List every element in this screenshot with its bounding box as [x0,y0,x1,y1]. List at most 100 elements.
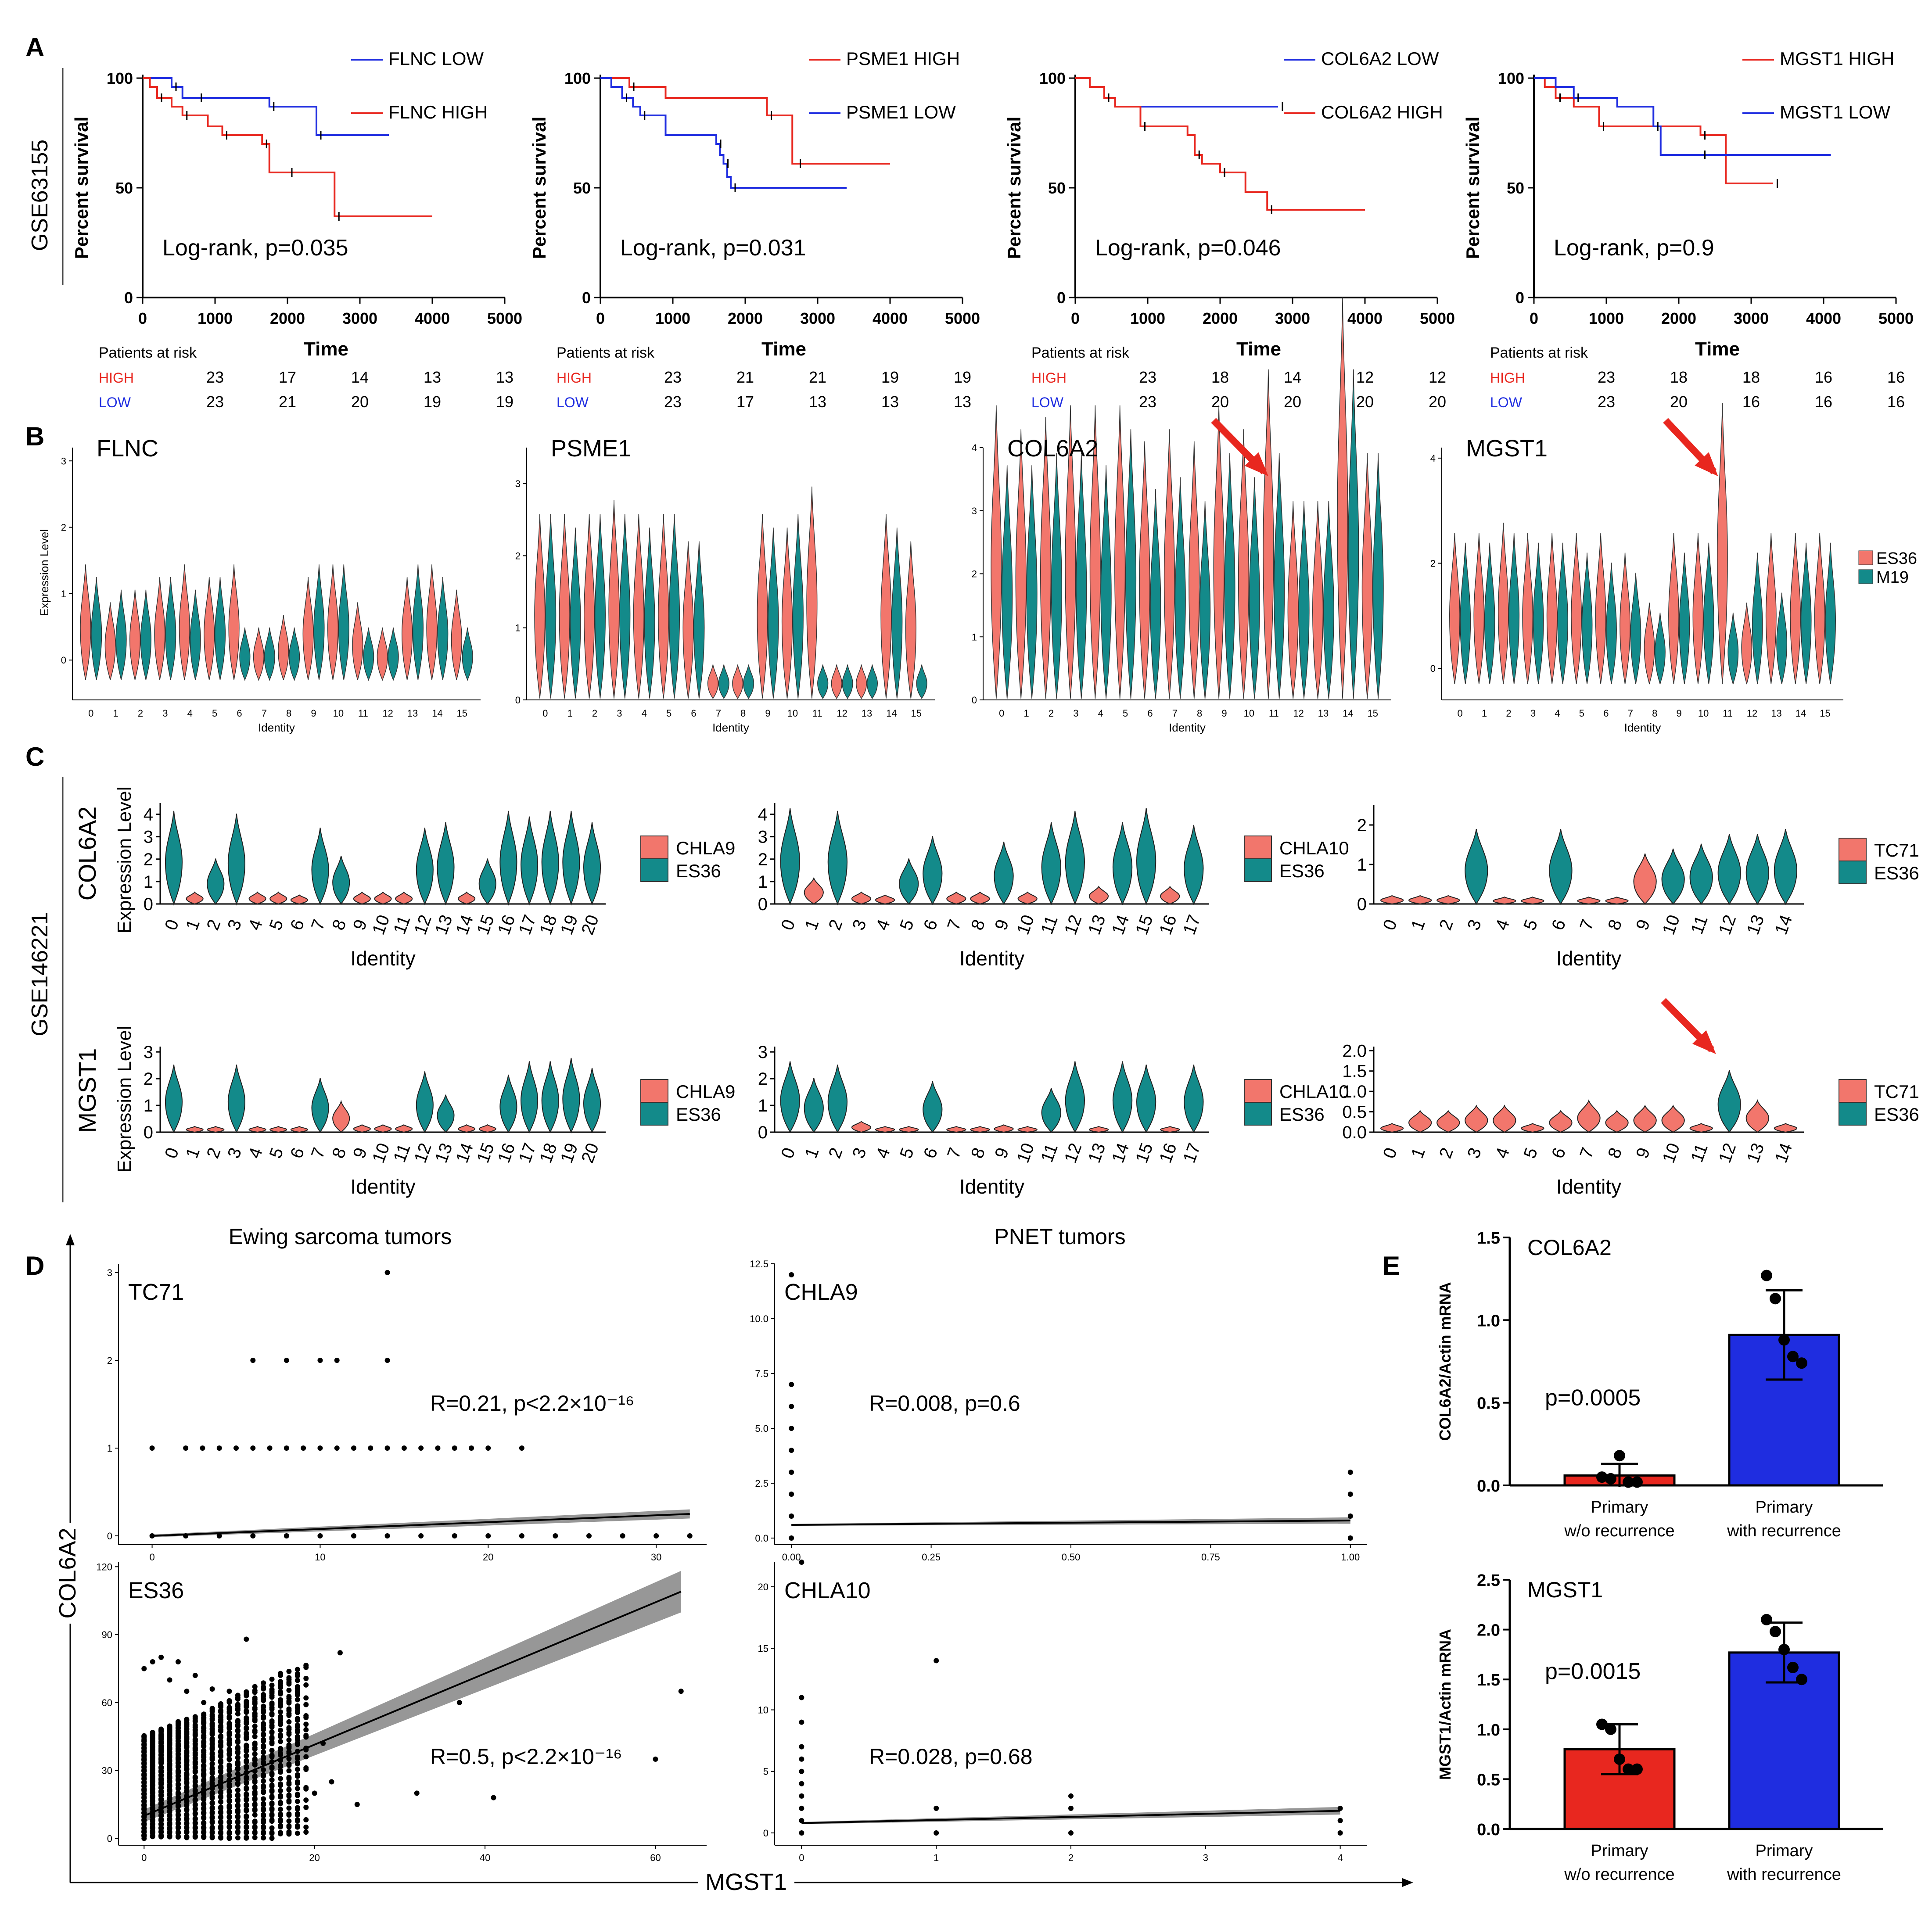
scatter-point [209,1835,215,1840]
violin-x-tick-label: 15 [911,708,921,719]
violin-c-shape [1465,828,1488,905]
scatter-point [192,1802,198,1808]
scatter-point [209,1815,215,1821]
risk-high-value: 13 [496,368,514,386]
scatter-point [201,1762,207,1768]
scatter-point [201,1754,207,1760]
scatter-point [150,1830,155,1836]
km-pvalue: Log-rank, p=0.031 [620,235,806,261]
scatter-point [252,1830,258,1836]
scatter-point [209,1742,215,1747]
scatter-point [789,1382,794,1387]
violin-x-tick-label: 0 [542,708,548,719]
scatter-point [294,1736,300,1742]
scatter-point [167,1796,172,1801]
violin-c-shape [875,1126,895,1133]
violin-c-x-tick-label: 10 [1659,1140,1684,1165]
scatter-point [789,1448,794,1453]
scatter-point [192,1769,198,1775]
scatter-point [184,1732,190,1737]
scatter-point [192,1756,198,1762]
violin-y-tick-label: 4 [1430,453,1436,464]
violin-c-x-tick-label: 7 [308,917,329,933]
scatter-point [286,1787,292,1793]
violin-x-label: Identity [712,721,749,734]
violin-es36 [1814,533,1825,685]
violin-es36 [1337,297,1348,699]
scatter-point [244,1835,249,1841]
violin-es36 [732,664,743,699]
scatter-point [201,1815,207,1821]
scatter-point [218,1750,224,1755]
scatter-point [209,1746,215,1751]
scatter-point [216,1533,222,1538]
violin-c-x-tick-label: 3 [849,917,870,933]
violin-c-shape [165,1065,183,1133]
scatter-point [294,1818,300,1824]
legend-swatch-red [1839,1079,1867,1103]
violin-x-tick-label: 8 [740,708,746,719]
violin-x-tick-label: 5 [1579,708,1584,719]
scatter-point [269,1748,275,1754]
scatter-point [150,1822,155,1827]
scatter-point [141,1772,147,1778]
km-x-label: Time [1695,338,1740,360]
violin-m19 [594,514,606,699]
violin-c-shape [970,891,990,905]
violin-es36 [1040,417,1052,699]
c-row-ylabel-2: Expression Level [114,1026,135,1173]
km-x-tick-label: 5000 [1420,309,1455,327]
bar-data-point [1787,1351,1799,1363]
violin-c-x-tick-label: 20 [578,912,603,937]
scatter-x-tick-label: 4 [1338,1852,1343,1863]
violin-c-y-tick-label: 0.0 [1342,1123,1367,1142]
violin-c-x-tick-label: 2 [203,917,225,933]
bar-data-point [1770,1293,1781,1305]
scatter-point [303,1824,309,1830]
scatter-point [286,1756,292,1761]
legend-swatch-teal [640,858,668,882]
scatter-point [286,1696,292,1701]
bar-y-tick-label: 2.0 [1477,1621,1500,1640]
bar-data-point [1778,1334,1790,1346]
violin-c-x-tick-label: 8 [967,917,989,933]
violin-c-shape [1745,834,1769,905]
scatter-point [294,1812,300,1818]
violin-y-tick-label: 3 [972,506,977,516]
violin-es36 [179,564,190,680]
violin-c-x-tick-label: 4 [873,1145,894,1161]
km-pvalue: Log-rank, p=0.046 [1095,235,1281,261]
bar-category-label: w/o recurrence [1564,1522,1674,1540]
scatter-point [167,1768,172,1773]
scatter-point [167,1792,172,1798]
violin-m19 [817,664,829,699]
risk-low-value: 19 [496,393,514,411]
scatter-point [435,1445,441,1451]
violin-x-tick-label: 11 [812,708,822,719]
scatter-point [303,1817,309,1823]
scatter-point [286,1726,292,1732]
scatter-point [418,1445,424,1451]
scatter-point [261,1744,266,1750]
violin-c-x-tick-label: 11 [390,1141,414,1165]
scatter-point [277,1812,283,1818]
scatter-point [158,1809,164,1815]
km-y-label: Percent survival [1462,117,1483,259]
scatter-point [286,1700,292,1706]
scatter-point [789,1404,794,1409]
scatter-point [252,1786,258,1791]
violin-c-shape [521,1061,539,1133]
risk-low-value: 20 [1670,393,1688,411]
violin-c-shape [1633,854,1657,905]
violin-c-shape [1436,1110,1460,1133]
scatter-point [175,1730,181,1736]
scatter-point [294,1667,300,1672]
scatter-point [1347,1513,1353,1519]
scatter-x-tick-label: 30 [651,1552,661,1563]
scatter-point [244,1780,249,1786]
scatter-point [244,1748,249,1754]
violin-c-x-tick-label: 14 [1108,1140,1133,1165]
violin-es36 [1449,533,1460,685]
scatter-point [244,1803,249,1809]
